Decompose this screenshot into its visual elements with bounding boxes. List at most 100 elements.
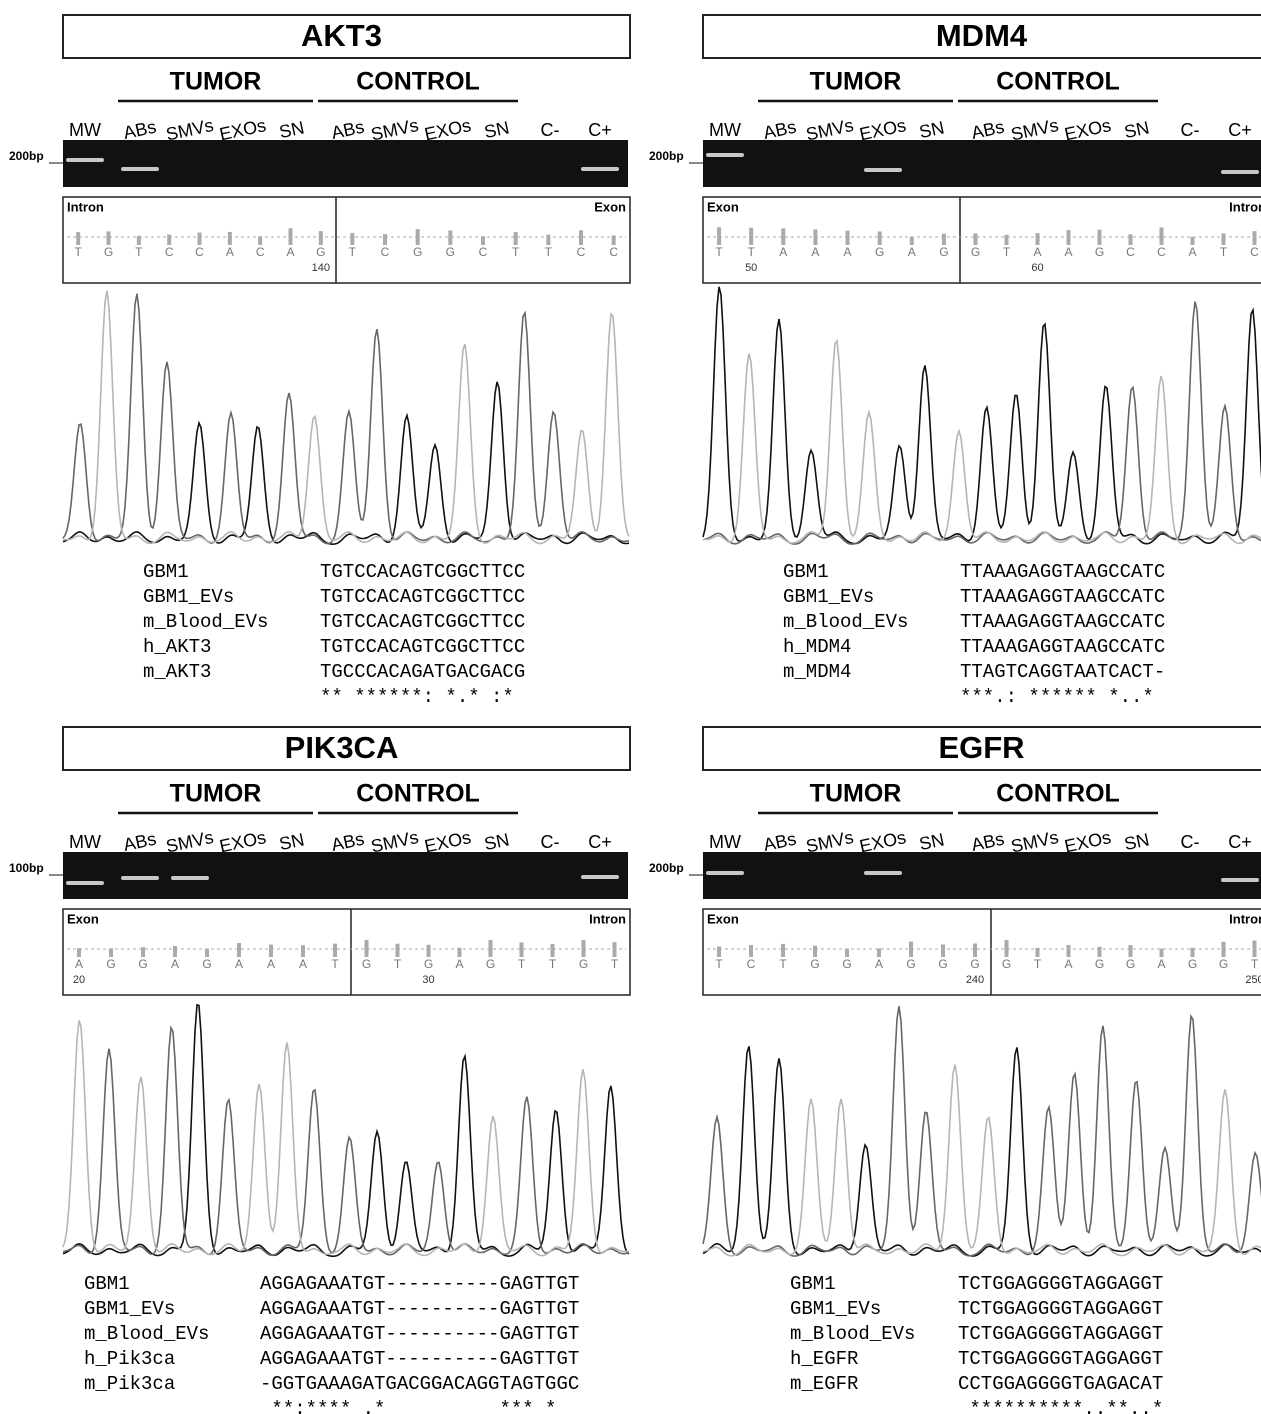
alignment-name: m_Blood_EVs xyxy=(790,1323,915,1345)
alignment-sequence: TTAAAGAGGTAAGCCATC xyxy=(960,611,1165,633)
base: A xyxy=(844,245,852,259)
alignment-sequence: TCTGGAGGGGTAGGAGGT xyxy=(958,1298,1163,1320)
quality-bar xyxy=(910,237,914,245)
gel xyxy=(703,852,1261,899)
lane-label: C+ xyxy=(1228,832,1252,852)
gel-band xyxy=(66,158,104,162)
alignment-sequence: AGGAGAAATGT----------GAGTTGT xyxy=(260,1273,579,1295)
quality-bar xyxy=(481,236,485,245)
base: A xyxy=(1157,957,1165,971)
alignment-name: m_EGFR xyxy=(790,1373,858,1395)
chromatogram-trace xyxy=(63,1005,629,1256)
alignment-name: m_AKT3 xyxy=(143,661,211,683)
alignment-sequence: TGTCCACAGTCGGCTTCC xyxy=(320,586,525,608)
region-label: Intron xyxy=(589,911,626,926)
trace-box xyxy=(63,909,630,995)
quality-bar xyxy=(579,230,583,245)
alignment-name: h_Pik3ca xyxy=(84,1348,175,1370)
alignment-name: m_Pik3ca xyxy=(84,1373,175,1395)
quality-bar xyxy=(383,234,387,245)
base: T xyxy=(349,245,357,259)
lane-label: MW xyxy=(69,832,101,852)
quality-bar xyxy=(877,948,881,957)
quality-bar xyxy=(1098,230,1102,245)
base: C xyxy=(609,245,618,259)
lane-label: C- xyxy=(541,832,560,852)
alignment-name: GBM1_EVs xyxy=(84,1298,175,1320)
quality-bar xyxy=(1129,234,1133,245)
alignment-sequence: TGTCCACAGTCGGCTTCC xyxy=(320,561,525,583)
region-label: Exon xyxy=(707,199,739,214)
base: G xyxy=(875,245,884,259)
quality-bar xyxy=(228,232,232,245)
gel-band xyxy=(864,871,902,875)
gel-band xyxy=(581,167,619,171)
base: C xyxy=(195,245,204,259)
position: 250 xyxy=(1245,974,1261,986)
alignment-name: GBM1 xyxy=(783,561,829,583)
quality-bar xyxy=(1036,948,1040,957)
conservation: ** ******: *.* :* xyxy=(320,686,514,708)
gel-band xyxy=(66,881,104,885)
base: T xyxy=(512,245,520,259)
conservation: **********..**..* xyxy=(958,1398,1163,1414)
base: G xyxy=(413,245,422,259)
chromatogram-trace xyxy=(63,382,629,544)
base: T xyxy=(1251,957,1259,971)
quality-bar xyxy=(717,946,721,957)
quality-bar xyxy=(301,945,305,957)
quality-bar xyxy=(1160,949,1164,957)
group-label: TUMOR xyxy=(170,780,262,808)
gel-band xyxy=(864,168,902,172)
alignment-sequence: AGGAGAAATGT----------GAGTTGT xyxy=(260,1298,579,1320)
base: A xyxy=(1033,245,1041,259)
base: C xyxy=(747,957,756,971)
quality-bar xyxy=(396,944,400,957)
quality-bar xyxy=(205,949,209,957)
base: G xyxy=(842,957,851,971)
panel-title: PIK3CA xyxy=(285,730,399,765)
alignment-sequence: TGCCCACAGATGACGACG xyxy=(320,661,525,683)
base: G xyxy=(486,957,495,971)
quality-bar xyxy=(1222,233,1226,245)
lane-label: ABs xyxy=(122,829,158,855)
lane-label: ABs xyxy=(330,117,366,143)
lane-label: C- xyxy=(1181,120,1200,140)
quality-bar xyxy=(612,235,616,245)
base: C xyxy=(1126,245,1135,259)
lane-label: C+ xyxy=(588,120,612,140)
position: 30 xyxy=(422,974,434,986)
conservation: **:**** .* *** * xyxy=(260,1398,556,1414)
base: A xyxy=(299,957,307,971)
group-label: TUMOR xyxy=(810,68,902,96)
quality-bar xyxy=(1253,940,1257,957)
chromatogram-trace xyxy=(703,287,1261,544)
alignment-name: GBM1 xyxy=(143,561,189,583)
lane-label: SN xyxy=(482,829,511,854)
lane-label: ABs xyxy=(122,117,158,143)
chromatogram-trace xyxy=(63,294,629,544)
base: G xyxy=(362,957,371,971)
quality-bar xyxy=(458,948,462,957)
base: A xyxy=(171,957,179,971)
quality-bar xyxy=(141,947,145,957)
alignment-sequence: CCTGGAGGGGTGAGACAT xyxy=(958,1373,1163,1395)
base: G xyxy=(1219,957,1228,971)
marker-label: 200bp xyxy=(649,861,684,875)
quality-bar xyxy=(846,231,850,245)
quality-bar xyxy=(427,945,431,957)
alignment-name: GBM1 xyxy=(790,1273,836,1295)
position: 140 xyxy=(312,262,330,274)
base: G xyxy=(906,957,915,971)
position: 240 xyxy=(966,974,984,986)
region-label: Exon xyxy=(707,911,739,926)
base: G xyxy=(1188,957,1197,971)
alignment-name: m_Blood_EVs xyxy=(84,1323,209,1345)
lane-label: ABs xyxy=(330,829,366,855)
region-label: Exon xyxy=(594,199,626,214)
base: G xyxy=(971,245,980,259)
base: G xyxy=(1095,245,1104,259)
lane-label: MW xyxy=(709,120,741,140)
